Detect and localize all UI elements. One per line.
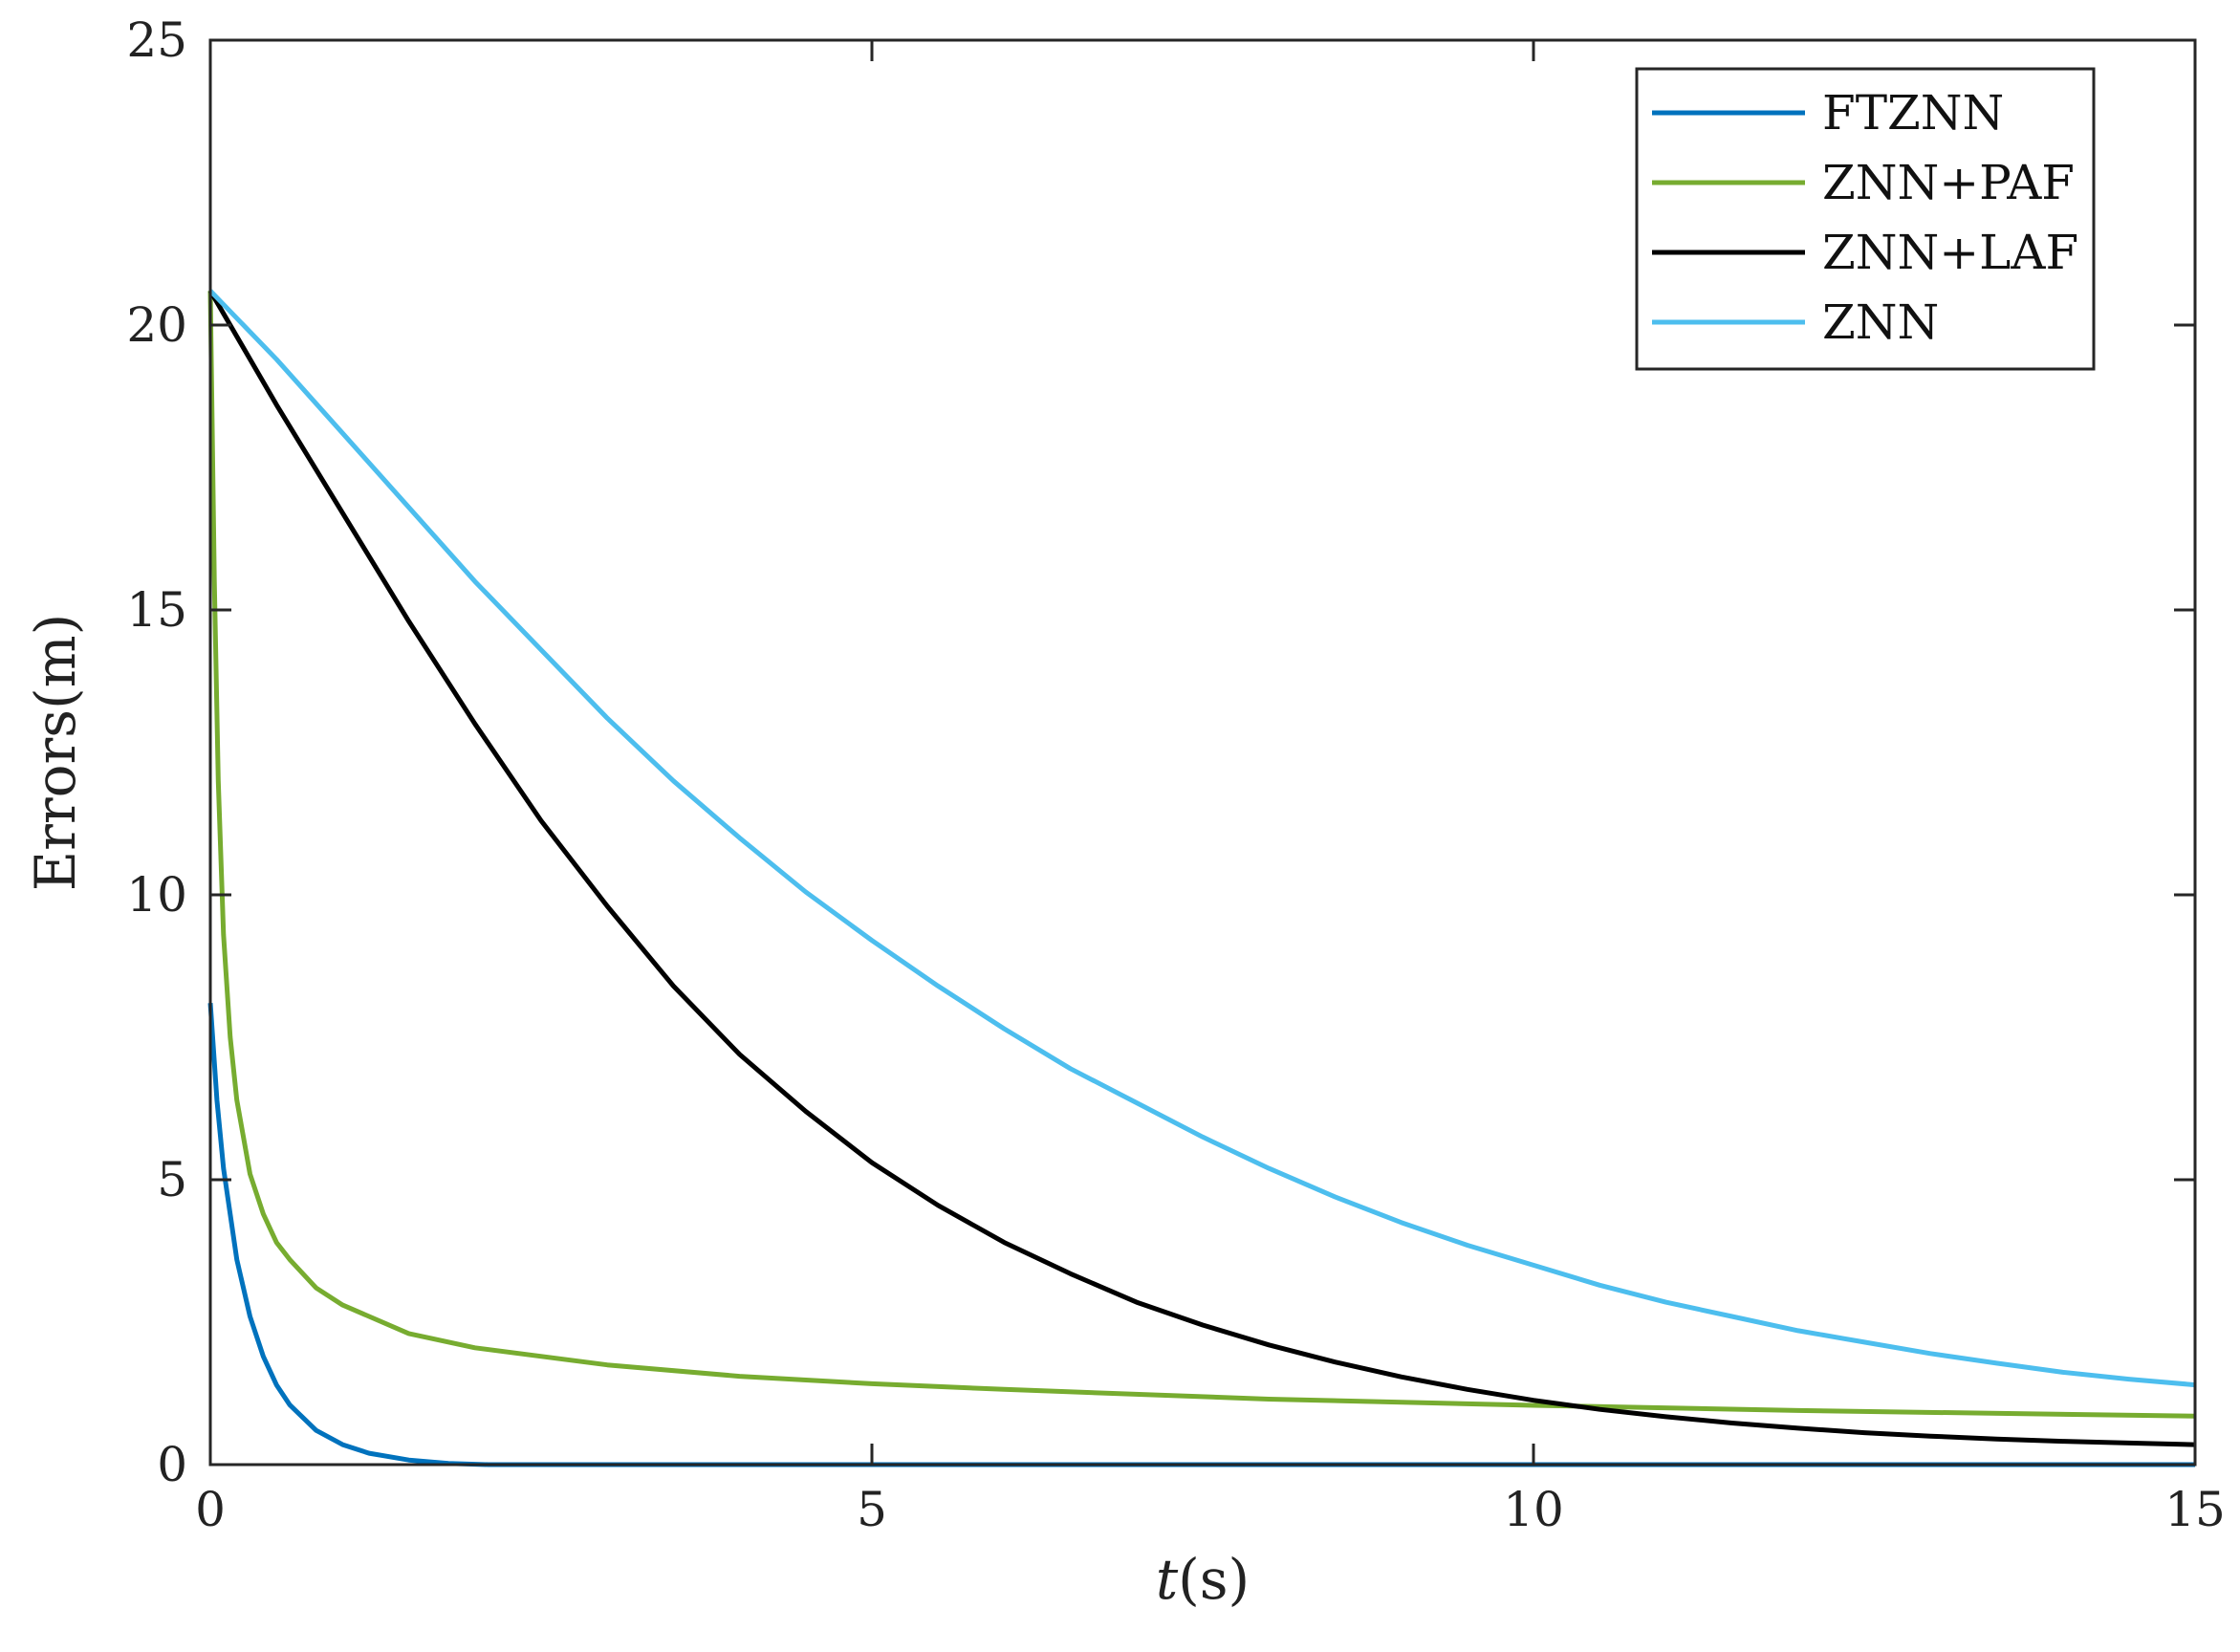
- series-line-znn: [208, 289, 2196, 1388]
- legend-label-znn: ZNN: [1822, 294, 1939, 350]
- x-tick-label: 5: [857, 1482, 887, 1537]
- x-tick-label: 15: [2164, 1482, 2226, 1537]
- y-tick-label: 10: [126, 867, 187, 923]
- y-tick-label: 20: [126, 297, 187, 353]
- y-tick-label: 0: [157, 1437, 187, 1492]
- x-axis-label: t(s): [1156, 1547, 1250, 1612]
- legend-items: FTZNN ZNN+PAF ZNN+LAF ZNN: [1652, 85, 2078, 350]
- legend-label-znn-laf: ZNN+LAF: [1822, 225, 2078, 280]
- y-axis-label: Errors(m): [23, 614, 88, 891]
- legend-box: [1635, 67, 2096, 371]
- legend-label-ftznn: FTZNN: [1822, 85, 2004, 141]
- x-axis-label-var: t: [1156, 1547, 1179, 1612]
- series-line-znn-paf: [207, 291, 2196, 1419]
- legend: FTZNN ZNN+PAF ZNN+LAF ZNN: [1635, 67, 2096, 371]
- tick-labels-layer: 0 5 10 15 0 5 10 15 20 25: [126, 12, 2225, 1537]
- x-tick-label: 10: [1503, 1482, 1564, 1537]
- series-line-znn-laf: [207, 289, 2196, 1447]
- ticks-layer: [208, 38, 2197, 1467]
- y-tick-label: 15: [126, 582, 187, 638]
- y-tick-label: 25: [126, 12, 187, 68]
- x-tick-label: 0: [195, 1482, 226, 1537]
- plot-frame: [208, 38, 2197, 1467]
- x-axis-label-unit: (s): [1178, 1547, 1250, 1612]
- legend-label-znn-paf: ZNN+PAF: [1822, 155, 2075, 210]
- y-tick-label: 5: [157, 1152, 187, 1207]
